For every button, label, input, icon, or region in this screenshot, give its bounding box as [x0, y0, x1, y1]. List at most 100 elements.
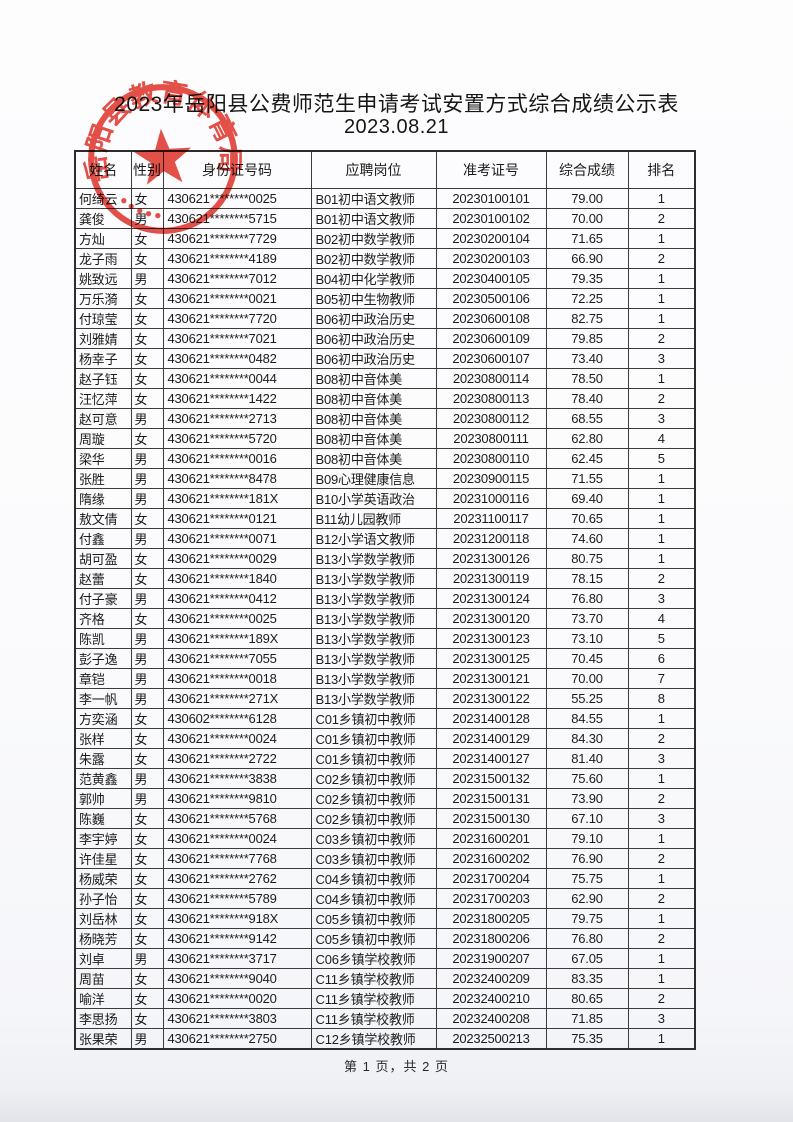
- table-cell: B08初中音体美: [310, 368, 437, 389]
- table-cell: 李思扬: [74, 1008, 132, 1029]
- table-cell: 20232500213: [435, 1028, 547, 1050]
- table-row: 李思扬女 430621********3803 C11乡镇学校教师 202324002…: [74, 1008, 696, 1029]
- table-cell: 付子豪: [74, 588, 132, 609]
- table-cell: C01乡镇初中教师: [310, 748, 437, 769]
- table-cell: 刘岳林: [74, 908, 132, 929]
- table-cell: 75.75: [545, 868, 629, 889]
- table-cell: C03乡镇初中教师: [310, 848, 437, 869]
- table-cell: 20231600201: [435, 828, 547, 849]
- table-cell: 20231300124: [435, 588, 547, 609]
- table-cell: 女: [130, 928, 164, 949]
- table-cell: C02乡镇初中教师: [310, 788, 437, 809]
- table-cell: 2: [627, 848, 696, 869]
- table-row: 付琼莹女 430621********7720 B06初中政治历史 202306001…: [74, 308, 696, 329]
- table-row: 赵可意男 430621********2713 B08初中音体美 2023080011…: [74, 408, 696, 429]
- table-cell: C01乡镇初中教师: [310, 708, 437, 729]
- table-cell: C06乡镇学校教师: [310, 948, 437, 969]
- page-date: 2023.08.21: [343, 116, 450, 138]
- table-cell: 1: [627, 828, 696, 849]
- table-row: 周璇女 430621********5720 B08初中音体美 20230800111…: [74, 428, 696, 449]
- table-row: 李一帆男 430621********271X B13小学数学教师 202313001…: [74, 688, 696, 709]
- table-cell: 男: [130, 208, 164, 229]
- table-cell: 20231600202: [435, 848, 547, 869]
- table-cell: 方奕涵: [74, 708, 132, 729]
- table-row: 齐格女 430621********0025 B13小学数学教师 2023130012…: [74, 608, 696, 629]
- table-cell: 20231400128: [435, 708, 547, 729]
- table-cell: 430621********3838: [162, 768, 312, 789]
- table-cell: 龙子雨: [74, 248, 132, 269]
- table-cell: C03乡镇初中教师: [310, 828, 437, 849]
- table-cell: 430621********2713: [162, 408, 312, 429]
- table-cell: 20231800206: [435, 928, 547, 949]
- table-cell: 430621********0020: [162, 988, 312, 1009]
- table-cell: 2: [627, 568, 696, 589]
- table-cell: 3: [627, 748, 696, 769]
- table-cell: 许佳星: [74, 848, 132, 869]
- table-cell: 71.55: [545, 468, 629, 489]
- table-row: 周苗女 430621********9040 C11乡镇学校教师 2023240020…: [74, 968, 696, 989]
- table-cell: 3: [627, 408, 696, 429]
- table-row: 方奕涵女 430602********6128 C01乡镇初中教师 202314001…: [74, 708, 696, 729]
- table-cell: B10小学英语政治: [310, 488, 437, 509]
- table-cell: 1: [627, 548, 696, 569]
- table-cell: 20230600107: [435, 348, 547, 369]
- table-cell: 81.40: [545, 748, 629, 769]
- table-cell: 1: [627, 868, 696, 889]
- table-cell: 80.65: [545, 988, 629, 1009]
- page-title: 2023年岳阳县公费师范生申请考试安置方式综合成绩公示表: [114, 93, 679, 116]
- table-cell: 20231500130: [435, 808, 547, 829]
- table-cell: 20231500132: [435, 768, 547, 789]
- table-cell: 430621********3803: [162, 1008, 312, 1029]
- table-cell: 女: [130, 548, 164, 569]
- table-cell: 430621********0016: [162, 448, 312, 469]
- results-table: 姓名 性别 身份证号码 应聘岗位 准考证号 综合成绩 排名 何绮云女 430621******…: [74, 150, 696, 1050]
- table-cell: 430621********5720: [162, 428, 312, 449]
- table-cell: 20232400209: [435, 968, 547, 989]
- table-cell: 2: [627, 928, 696, 949]
- table-cell: 隋缘: [74, 488, 132, 509]
- table-cell: 430621********0024: [162, 728, 312, 749]
- table-cell: 1: [627, 368, 696, 389]
- table-cell: 女: [130, 308, 164, 329]
- table-cell: C11乡镇学校教师: [310, 968, 437, 989]
- table-row: 付子豪男 430621********0412 B13小学数学教师 202313001…: [74, 588, 696, 609]
- table-cell: B13小学数学教师: [310, 588, 437, 609]
- table-row: 陈凯男 430621********189X B13小学数学教师 2023130012…: [74, 628, 696, 649]
- table-cell: 430621********5715: [162, 208, 312, 229]
- table-cell: 周璇: [74, 428, 132, 449]
- table-cell: 刘雅婧: [74, 328, 132, 349]
- table-cell: 20231300119: [435, 568, 547, 589]
- table-cell: 20231800205: [435, 908, 547, 929]
- table-cell: 430621********5768: [162, 808, 312, 829]
- table-cell: 2: [627, 728, 696, 749]
- table-cell: 20231400127: [435, 748, 547, 769]
- table-cell: 70.65: [545, 508, 629, 529]
- table-row: 付鑫男 430621********0071 B12小学语文教师 2023120011…: [74, 528, 696, 549]
- table-cell: 72.25: [545, 288, 629, 309]
- table-cell: 女: [130, 288, 164, 309]
- table-row: 李宇婷女 430621********0024 C03乡镇初中教师 202316002…: [74, 828, 696, 849]
- table-cell: 男: [130, 468, 164, 489]
- table-cell: C02乡镇初中教师: [310, 768, 437, 789]
- table-cell: 20231300126: [435, 548, 547, 569]
- table-cell: 郭帅: [74, 788, 132, 809]
- table-cell: B08初中音体美: [310, 428, 437, 449]
- table-cell: 汪忆萍: [74, 388, 132, 409]
- table-cell: 1: [627, 528, 696, 549]
- column-header: 应聘岗位: [310, 150, 437, 189]
- table-cell: 430621********0029: [162, 548, 312, 569]
- table-cell: 430621********0412: [162, 588, 312, 609]
- table-cell: B08初中音体美: [310, 408, 437, 429]
- table-cell: 76.80: [545, 928, 629, 949]
- table-cell: B02初中数学教师: [310, 248, 437, 269]
- table-cell: 2: [627, 388, 696, 409]
- table-cell: 女: [130, 708, 164, 729]
- table-cell: 李一帆: [74, 688, 132, 709]
- table-row: 万乐漪女 430621********0021 B05初中生物教师 202305001…: [74, 288, 696, 309]
- column-header: 综合成绩: [545, 150, 629, 189]
- table-cell: 女: [130, 428, 164, 449]
- table-cell: 杨幸子: [74, 348, 132, 369]
- table-cell: 73.40: [545, 348, 629, 369]
- table-row: 郭帅男 430621********9810 C02乡镇初中教师 2023150013…: [74, 788, 696, 809]
- table-cell: 1: [627, 228, 696, 249]
